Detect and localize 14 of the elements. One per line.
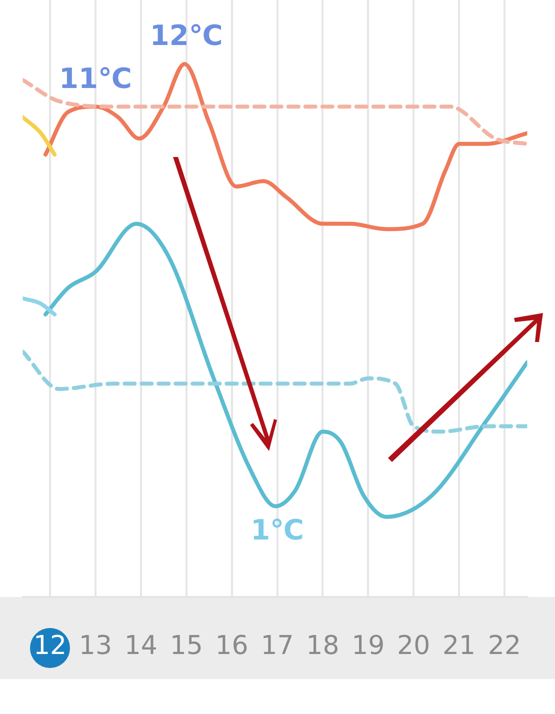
x-tick-label: 13	[78, 631, 112, 662]
x-tick-label: 19	[352, 631, 385, 662]
x-tick-label: 12	[33, 631, 67, 662]
annotation: 11℃	[59, 62, 132, 95]
x-tick-label: 20	[397, 631, 430, 662]
x-tick-label: 15	[170, 631, 203, 662]
x-tick-label: 16	[215, 631, 248, 662]
x-tick-label: 14	[124, 631, 158, 662]
x-tick-label: 22	[488, 631, 522, 662]
annotation: 12℃	[150, 19, 223, 52]
annotation: 1℃	[250, 513, 304, 546]
x-tick-label: 18	[306, 631, 340, 662]
x-tick-label: 21	[442, 631, 476, 662]
x-tick-label: 17	[260, 631, 294, 662]
